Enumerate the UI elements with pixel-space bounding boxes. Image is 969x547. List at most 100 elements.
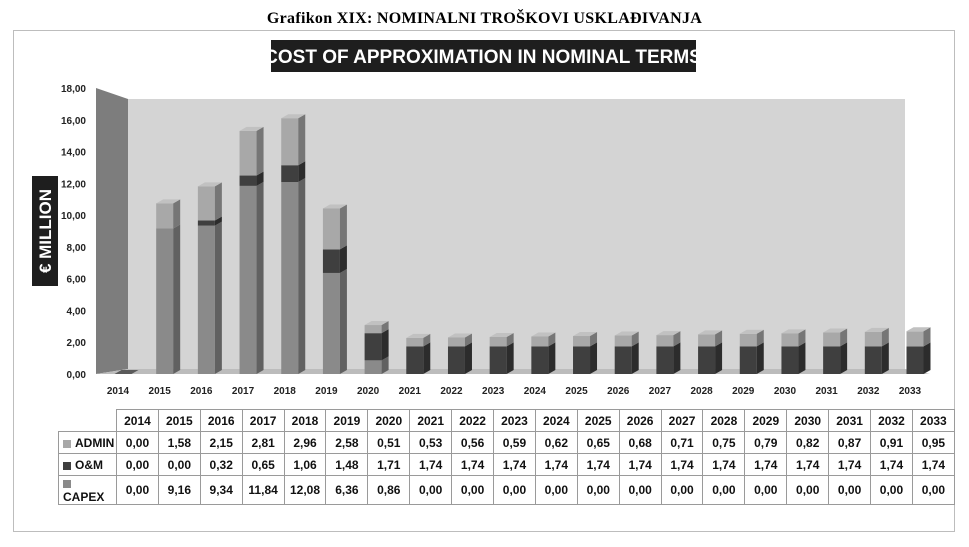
bar-side-capex-2019 <box>339 268 347 374</box>
y-tick-labels: 0,00 2,00 4,00 6,00 8,00 10,00 12,00 14,00 16,00… <box>61 84 86 381</box>
legend-entry: O&M <box>58 453 117 476</box>
bar-om-2030 <box>781 346 799 374</box>
y-tick-label: 8,00 <box>67 243 87 254</box>
bar-top-2017 <box>239 126 264 131</box>
bar-side-om-2024 <box>548 342 556 374</box>
x-tick-label: 2028 <box>690 386 713 397</box>
data-label: 0,00 <box>870 475 913 505</box>
table-header-cell: 2031 <box>828 409 872 432</box>
legend-entry: ADMIN <box>58 431 117 454</box>
y-axis-label: € MILLION <box>36 189 55 273</box>
y-tick-label: 18,00 <box>61 84 86 95</box>
chart-title-background <box>271 40 696 72</box>
x-tick-label: 2021 <box>399 386 422 397</box>
data-label: 6,36 <box>325 475 369 505</box>
data-label: 1,74 <box>702 453 746 476</box>
x-tick-label: 2026 <box>607 386 630 397</box>
bar-side-admin-2024 <box>548 332 556 347</box>
data-label: 1,74 <box>409 453 453 476</box>
bar-top-2027 <box>656 331 681 336</box>
data-label: 0,95 <box>911 431 955 454</box>
data-label: 0,87 <box>828 431 872 454</box>
bar-side-admin-2025 <box>590 332 598 347</box>
bar-top-2033 <box>906 327 931 332</box>
data-label: 1,74 <box>870 453 913 476</box>
bar-admin-2015 <box>156 203 174 229</box>
data-label: 0,00 <box>576 475 620 505</box>
data-label: 1,74 <box>451 453 495 476</box>
x-tick-label: 2020 <box>357 386 380 397</box>
bar-top-2023 <box>489 332 514 337</box>
bar-side-admin-2021 <box>423 333 431 347</box>
data-label: 2,58 <box>325 431 369 454</box>
data-label: 0,71 <box>660 431 704 454</box>
y-tick-label: 4,00 <box>67 306 87 317</box>
table-header-cell: 2032 <box>870 409 913 432</box>
bar-top-2029 <box>739 329 764 334</box>
data-label: 2,96 <box>283 431 327 454</box>
data-label: 0,00 <box>911 475 955 505</box>
bar-side-om-2031 <box>840 342 848 374</box>
data-label: 0,65 <box>576 431 620 454</box>
data-label: 1,74 <box>911 453 955 476</box>
table-header-cell: 2024 <box>534 409 578 432</box>
bar-om-2022 <box>447 346 465 374</box>
y-axis-label-background <box>32 176 58 286</box>
table-header-cell: 2027 <box>660 409 704 432</box>
legend-label: O&M <box>75 457 103 472</box>
table-header-cell: 2016 <box>199 409 243 432</box>
table-header-cell: 2015 <box>157 409 201 432</box>
chart-title: COST OF APPROXIMATION IN NOMINAL TERMS <box>264 47 702 68</box>
bar-admin-2016 <box>197 186 215 221</box>
bar-side-admin-2016 <box>214 182 222 221</box>
bar-top-2020 <box>364 321 389 326</box>
table-header-cell: 2020 <box>367 409 411 432</box>
bar-top-2026 <box>614 331 639 336</box>
bar-om-2021 <box>406 346 424 374</box>
data-table: 2014 2015 2016 2017 2018 2019 2020 2021 2022 2023… <box>58 409 955 505</box>
x-tick-label: 2024 <box>524 386 547 397</box>
x-tick-label: 2023 <box>482 386 505 397</box>
bar-admin-2029 <box>739 333 757 347</box>
data-label: 1,71 <box>367 453 411 476</box>
bar-admin-2024 <box>531 336 549 347</box>
table-header-cell: 2017 <box>241 409 285 432</box>
y-tick-label: 6,00 <box>67 275 87 286</box>
bar-side-om-2028 <box>715 342 723 374</box>
side-wall <box>96 88 128 374</box>
bar-capex-2015 <box>156 228 174 374</box>
data-label: 1,74 <box>534 453 578 476</box>
bar-om-2033 <box>906 346 924 374</box>
data-label: 1,74 <box>618 453 662 476</box>
table-header-row: 2014 2015 2016 2017 2018 2019 2020 2021 2022 2023… <box>59 409 955 432</box>
bar-top-2016 <box>197 182 222 187</box>
bar-admin-2033 <box>906 331 924 347</box>
x-tick-label: 2016 <box>190 386 213 397</box>
bar-admin-2021 <box>406 337 424 347</box>
bar-side-admin-2018 <box>298 114 306 166</box>
x-tick-label: 2025 <box>565 386 588 397</box>
data-label: 0,00 <box>618 475 662 505</box>
bar-capex-2019 <box>322 272 340 374</box>
bar-admin-2031 <box>823 332 841 347</box>
bar-top-2028 <box>698 330 723 335</box>
data-label: 1,74 <box>828 453 872 476</box>
bar-top-2031 <box>823 328 848 333</box>
bar-admin-2017 <box>239 130 257 176</box>
table-header-cell: 2014 <box>116 409 159 432</box>
bar-admin-2022 <box>447 337 465 347</box>
bar-om-2019 <box>322 249 340 273</box>
bar-side-om-2021 <box>423 342 431 374</box>
bar-admin-2028 <box>698 334 716 347</box>
data-label: 1,06 <box>283 453 327 476</box>
bar-side-om-2022 <box>464 342 472 374</box>
data-label: 0,00 <box>534 475 578 505</box>
table-header-cell: 2025 <box>576 409 620 432</box>
data-label: 1,58 <box>157 431 201 454</box>
bar-side-admin-2022 <box>464 333 472 347</box>
table-header-cell: 2023 <box>493 409 536 432</box>
table-header-cell: 2028 <box>702 409 746 432</box>
bar-side-om-2017 <box>256 171 264 186</box>
bar-side-om-2029 <box>756 342 764 374</box>
bar-side-admin-2028 <box>715 330 723 347</box>
